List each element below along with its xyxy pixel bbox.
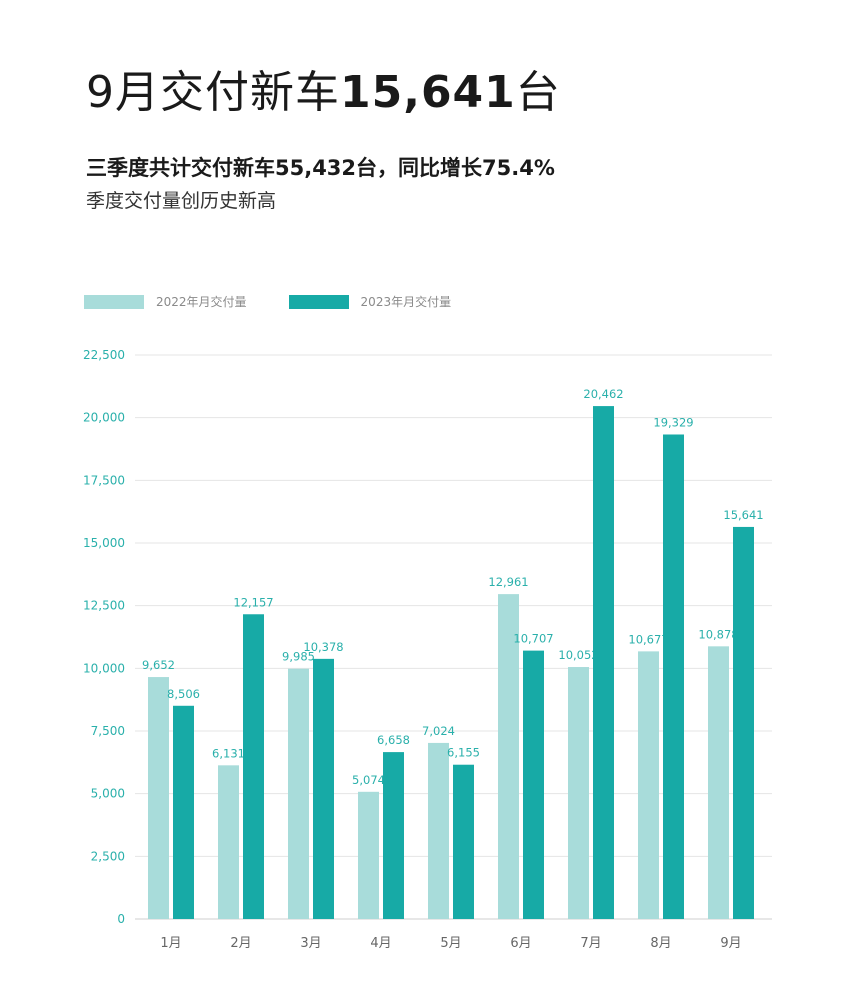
subtitle: 三季度共计交付新车55,432台，同比增长75.4%: [86, 156, 555, 180]
bar-2022: [498, 594, 519, 919]
legend-item-2023: 2023年月交付量: [288, 293, 452, 310]
bar-2023: [453, 764, 474, 919]
x-tick-label: 9月: [720, 936, 741, 951]
legend-swatch-2022: [84, 294, 144, 309]
subtitle-secondary: 季度交付量创历史新高: [86, 190, 277, 212]
y-tick-label: 22,500: [83, 348, 125, 362]
bar-2022: [568, 667, 589, 919]
page-title: 9月交付新车15,641台: [86, 56, 561, 120]
y-tick-label: 0: [117, 912, 125, 926]
bar-2022: [288, 668, 309, 919]
data-label: 10,378: [303, 640, 343, 654]
data-label: 10,707: [513, 632, 553, 646]
title-suffix: 台: [515, 67, 561, 118]
legend-label-2023: 2023年月交付量: [360, 295, 452, 309]
bar-2022: [218, 765, 239, 919]
x-tick-label: 7月: [580, 936, 601, 951]
y-tick-label: 12,500: [83, 599, 125, 613]
y-tick-label: 15,000: [83, 536, 125, 550]
data-label: 10,677: [628, 632, 668, 646]
x-tick-label: 6月: [510, 936, 531, 951]
y-tick-label: 7,500: [91, 724, 125, 738]
chart-legend: 2022年月交付量 2023年月交付量: [84, 293, 493, 310]
x-tick-label: 3月: [300, 936, 321, 951]
bar-2023: [733, 526, 754, 919]
bar-2022: [148, 677, 169, 919]
title-number: 15,641: [340, 67, 516, 118]
data-label: 8,506: [167, 687, 200, 701]
bar-2022: [428, 742, 449, 919]
data-label: 12,961: [488, 575, 528, 589]
x-tick-label: 4月: [370, 936, 391, 951]
title-prefix: 9月交付新车: [86, 67, 340, 118]
bar-2022: [708, 646, 729, 919]
y-tick-label: 5,000: [91, 787, 125, 801]
bar-2023: [593, 406, 614, 919]
x-tick-label: 8月: [650, 936, 671, 951]
data-label: 9,652: [142, 658, 175, 672]
x-tick-label: 5月: [440, 936, 461, 951]
x-tick-label: 1月: [160, 936, 181, 951]
bar-2023: [313, 658, 334, 919]
bar-2023: [243, 614, 264, 919]
data-label: 5,074: [352, 773, 385, 787]
data-label: 9,985: [282, 650, 315, 664]
legend-swatch-2023: [288, 294, 349, 309]
bar-2023: [523, 650, 544, 919]
data-label: 6,155: [447, 746, 480, 760]
x-tick-label: 2月: [230, 936, 251, 951]
data-label: 6,131: [212, 746, 245, 760]
data-label: 7,024: [422, 724, 455, 738]
bar-2023: [663, 434, 684, 919]
data-label: 19,329: [653, 415, 693, 429]
y-tick-label: 10,000: [83, 661, 125, 675]
y-tick-label: 17,500: [83, 473, 125, 487]
legend-item-2022: 2022年月交付量: [84, 293, 247, 310]
data-label: 20,462: [583, 387, 623, 401]
data-label: 6,658: [377, 733, 410, 747]
bar-2022: [638, 651, 659, 919]
bar-2022: [358, 791, 379, 919]
data-label: 12,157: [233, 595, 273, 609]
bar-2023: [173, 705, 194, 919]
data-label: 10,052: [558, 648, 598, 662]
y-tick-label: 2,500: [91, 849, 125, 863]
data-label: 15,641: [723, 508, 763, 522]
bar-2023: [383, 752, 404, 919]
y-tick-label: 20,000: [83, 411, 125, 425]
legend-label-2022: 2022年月交付量: [156, 295, 247, 309]
data-label: 10,878: [698, 627, 738, 641]
